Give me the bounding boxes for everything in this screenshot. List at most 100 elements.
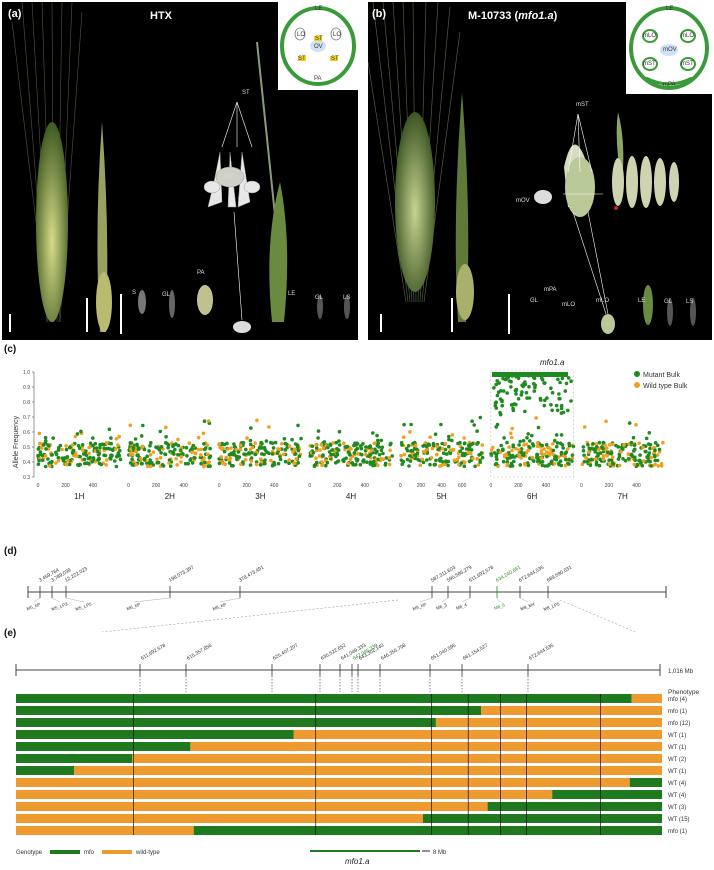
mutant-point <box>405 457 410 462</box>
wt-point <box>563 463 568 468</box>
floral-mov: mOV <box>663 47 677 53</box>
mutant-point <box>646 442 651 446</box>
mutant-point <box>71 449 75 454</box>
mutant-point <box>208 446 212 451</box>
wt-point <box>552 461 557 466</box>
wt-point <box>320 460 324 464</box>
mutant-point <box>264 439 269 443</box>
mutant-point <box>494 382 499 387</box>
marker-position: 661,154,527 <box>462 643 489 662</box>
mutant-point <box>343 445 348 449</box>
mutant-point <box>100 442 105 447</box>
mutant-point <box>308 454 313 458</box>
mutant-point <box>65 455 70 459</box>
mutant-point <box>512 455 517 459</box>
mfo-segment <box>552 790 662 799</box>
mutant-point <box>290 437 294 442</box>
mutant-point <box>450 438 454 443</box>
mutant-point <box>330 448 334 452</box>
mutant-point <box>186 461 190 466</box>
mutant-point <box>310 444 315 448</box>
wt-point <box>255 418 259 423</box>
mutant-point <box>337 429 342 434</box>
wt-point <box>105 441 109 445</box>
annotation-gl: GL <box>162 292 171 298</box>
mutant-point <box>43 464 48 469</box>
mutant-point <box>532 389 537 393</box>
wt-point <box>56 458 61 463</box>
mutant-point <box>597 463 602 468</box>
mutant-point <box>163 452 168 457</box>
wt-point <box>148 453 153 457</box>
annotation-le: LE <box>638 298 646 304</box>
mutant-point <box>489 453 494 458</box>
mutant-point <box>324 463 328 468</box>
mutant-point <box>477 453 481 457</box>
mutant-point <box>446 463 450 468</box>
mutant-point <box>334 440 339 445</box>
mutant-point <box>459 461 464 465</box>
mutant-point <box>550 390 555 395</box>
mutant-point <box>180 452 185 456</box>
barley-spike-photo-a <box>9 2 350 334</box>
wt-point <box>626 452 630 456</box>
mutant-point <box>233 453 237 457</box>
mutant-point <box>559 433 564 437</box>
legend-wt-label: wild-type <box>135 850 160 856</box>
mutant-point <box>588 463 593 467</box>
wt-point <box>617 463 622 468</box>
mfo-segment <box>16 694 632 703</box>
floral-mlo: mLO <box>643 33 657 39</box>
wt-point <box>610 442 615 447</box>
mutant-point <box>250 450 254 455</box>
mutant-point <box>222 449 227 454</box>
mutant-point <box>566 376 571 380</box>
mutant-point <box>67 462 72 467</box>
mutant-point <box>518 439 522 444</box>
wt-point <box>248 447 253 452</box>
mutant-point <box>517 443 521 447</box>
floral-mst: mST <box>643 61 656 67</box>
wt-point <box>179 455 184 459</box>
mutant-point <box>601 440 606 445</box>
floral-le: LE <box>666 6 674 12</box>
mutant-point <box>552 457 557 461</box>
floral-pa: PA <box>314 76 322 82</box>
mutant-point <box>270 464 275 468</box>
mutant-point <box>581 449 586 453</box>
mutant-point <box>647 451 652 455</box>
mutant-point <box>627 421 632 425</box>
mutant-point <box>414 447 419 451</box>
mutant-point <box>545 454 549 459</box>
mutant-point <box>525 396 529 400</box>
mutant-point <box>253 452 258 457</box>
wt-point <box>294 457 299 461</box>
wt-point <box>319 442 324 447</box>
wt-point <box>402 452 407 457</box>
mutant-point <box>109 436 113 440</box>
mutant-point <box>511 406 515 411</box>
marker-position: 611,692,578 <box>140 643 167 662</box>
wt-segment <box>631 694 662 703</box>
wt-point <box>117 434 121 439</box>
mutant-point <box>582 459 587 464</box>
mutant-point <box>443 447 448 452</box>
annotation-gl: GL <box>530 298 539 304</box>
wt-point <box>475 457 480 461</box>
x-tick-label: 0 <box>37 483 40 489</box>
x-tick-label: 0 <box>580 483 583 489</box>
wt-point <box>452 458 457 463</box>
wt-point <box>87 445 91 450</box>
wt-point <box>38 441 42 446</box>
wt-point <box>155 457 159 462</box>
wt-point <box>64 462 68 466</box>
wt-point <box>440 446 445 451</box>
floral-st: ST <box>298 56 306 62</box>
mutant-point <box>644 436 649 441</box>
mutant-point <box>524 390 529 395</box>
mutant-point <box>528 439 532 443</box>
mutant-point <box>208 464 212 468</box>
wt-point <box>348 457 353 461</box>
marker-position: 611,692,578 <box>468 565 495 584</box>
mutant-point <box>247 451 251 455</box>
